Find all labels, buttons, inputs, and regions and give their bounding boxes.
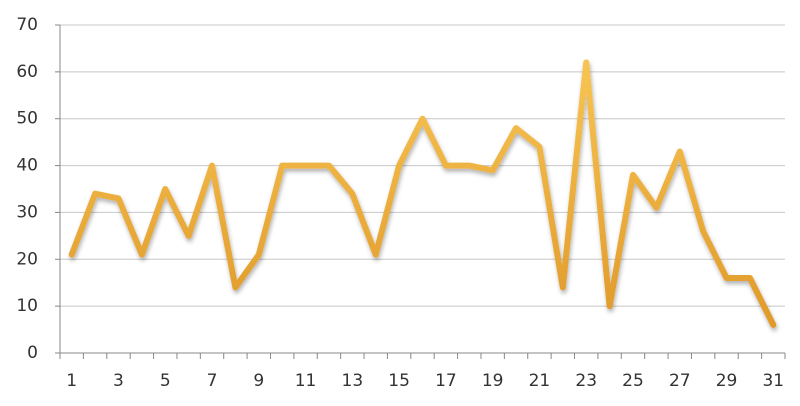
y-tick-label: 30 <box>16 202 38 222</box>
x-tick-label: 27 <box>669 371 691 391</box>
x-tick-label: 9 <box>253 371 264 391</box>
x-tick-label: 23 <box>575 371 597 391</box>
y-tick-label: 50 <box>16 109 38 129</box>
x-tick-label: 1 <box>66 371 77 391</box>
y-tick-label: 40 <box>16 156 38 176</box>
y-tick-label: 70 <box>16 15 38 35</box>
x-tick-label: 21 <box>529 371 551 391</box>
x-tick-label: 7 <box>207 371 218 391</box>
data-line <box>68 59 777 328</box>
x-tick-label: 25 <box>622 371 644 391</box>
y-tick-label: 0 <box>27 343 38 363</box>
x-tick-label: 15 <box>388 371 410 391</box>
x-axis-ticks <box>59 353 786 359</box>
y-tick-label: 60 <box>16 62 38 82</box>
x-tick-label: 29 <box>716 371 738 391</box>
x-tick-label: 19 <box>482 371 504 391</box>
x-tick-label: 31 <box>762 371 784 391</box>
x-tick-label: 13 <box>342 371 364 391</box>
y-tick-label: 20 <box>16 249 38 269</box>
x-tick-label: 17 <box>435 371 457 391</box>
x-tick-label: 11 <box>295 371 317 391</box>
y-tick-label: 10 <box>16 296 38 316</box>
x-tick-label: 3 <box>113 371 124 391</box>
x-tick-label: 5 <box>160 371 171 391</box>
